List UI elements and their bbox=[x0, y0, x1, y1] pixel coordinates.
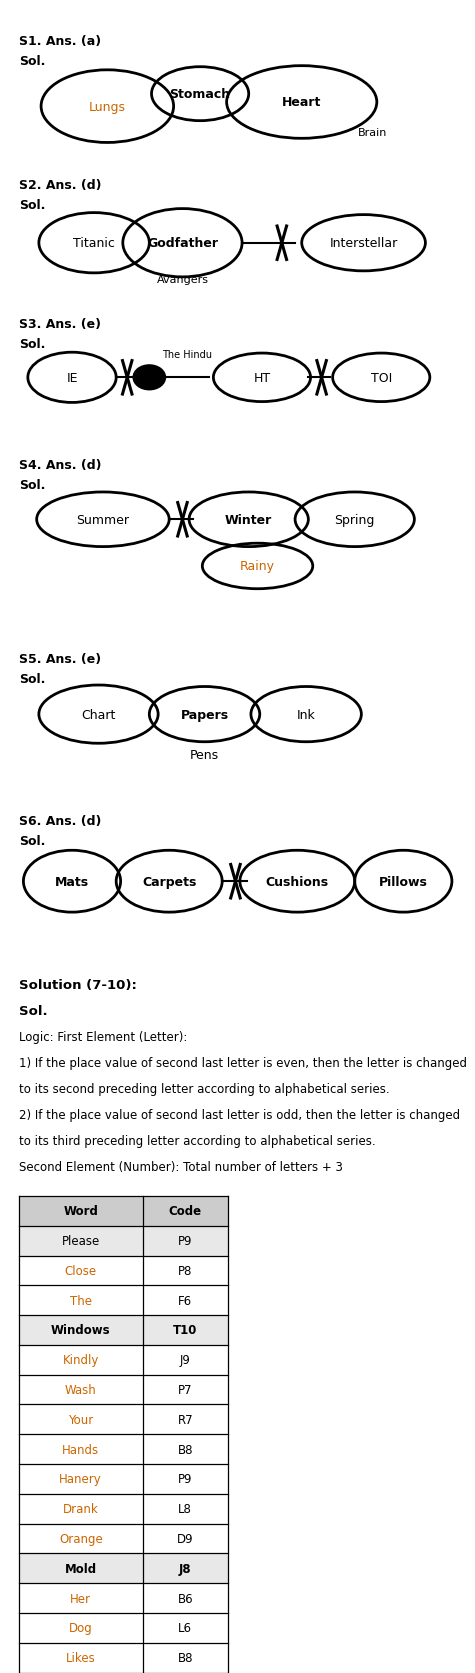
Text: J9: J9 bbox=[180, 1353, 190, 1367]
Bar bbox=[19, 1554, 228, 1583]
Text: B8: B8 bbox=[178, 1442, 193, 1456]
Text: The: The bbox=[70, 1293, 92, 1307]
Text: Mats: Mats bbox=[55, 875, 89, 888]
Text: TOI: TOI bbox=[370, 371, 392, 385]
Text: Code: Code bbox=[169, 1205, 202, 1218]
Text: to its third preceding letter according to alphabetical series.: to its third preceding letter according … bbox=[19, 1134, 376, 1148]
Text: Sol.: Sol. bbox=[19, 55, 46, 69]
Text: T10: T10 bbox=[173, 1323, 198, 1337]
Text: Summer: Summer bbox=[76, 514, 129, 527]
Text: S4. Ans. (d): S4. Ans. (d) bbox=[19, 458, 102, 472]
Text: Heart: Heart bbox=[282, 97, 322, 109]
Text: Word: Word bbox=[63, 1205, 98, 1218]
Text: Your: Your bbox=[68, 1414, 94, 1425]
Text: S2. Ans. (d): S2. Ans. (d) bbox=[19, 179, 102, 192]
Text: S1. Ans. (a): S1. Ans. (a) bbox=[19, 35, 101, 49]
Text: J8: J8 bbox=[179, 1563, 191, 1574]
Text: Mold: Mold bbox=[65, 1563, 97, 1574]
Text: Wash: Wash bbox=[65, 1384, 96, 1397]
Text: Sol.: Sol. bbox=[19, 478, 46, 492]
Text: R7: R7 bbox=[178, 1414, 193, 1425]
Text: Close: Close bbox=[65, 1265, 97, 1276]
Bar bbox=[19, 1226, 228, 1256]
Text: Sol.: Sol. bbox=[19, 199, 46, 212]
Bar bbox=[19, 1315, 228, 1345]
Text: D9: D9 bbox=[177, 1532, 194, 1546]
Text: B8: B8 bbox=[178, 1651, 193, 1665]
Text: IE: IE bbox=[66, 371, 78, 385]
Text: Winter: Winter bbox=[225, 514, 272, 527]
Text: 1) If the place value of second last letter is even, then the letter is changed: 1) If the place value of second last let… bbox=[19, 1057, 467, 1069]
Text: Sol.: Sol. bbox=[19, 673, 46, 686]
Text: L8: L8 bbox=[178, 1502, 192, 1516]
Text: Second Element (Number): Total number of letters + 3: Second Element (Number): Total number of… bbox=[19, 1161, 343, 1173]
Text: Stomach: Stomach bbox=[170, 89, 231, 100]
Text: HT: HT bbox=[253, 371, 271, 385]
Text: 2) If the place value of second last letter is odd, then the letter is changed: 2) If the place value of second last let… bbox=[19, 1109, 460, 1121]
Text: Solution (7-10):: Solution (7-10): bbox=[19, 979, 137, 992]
Text: Sol.: Sol. bbox=[19, 835, 46, 848]
Text: L6: L6 bbox=[178, 1621, 192, 1635]
Text: Chart: Chart bbox=[81, 708, 116, 721]
Text: Spring: Spring bbox=[334, 514, 375, 527]
Text: P9: P9 bbox=[178, 1472, 192, 1486]
Text: Logic: First Element (Letter):: Logic: First Element (Letter): bbox=[19, 1031, 187, 1044]
Text: Orange: Orange bbox=[59, 1532, 103, 1546]
Text: to its second preceding letter according to alphabetical series.: to its second preceding letter according… bbox=[19, 1082, 389, 1096]
Text: Brain: Brain bbox=[358, 129, 387, 137]
Text: P7: P7 bbox=[178, 1384, 192, 1397]
Text: S3. Ans. (e): S3. Ans. (e) bbox=[19, 318, 101, 331]
Text: Interstellar: Interstellar bbox=[330, 238, 398, 249]
Text: Carpets: Carpets bbox=[142, 875, 196, 888]
Text: P9: P9 bbox=[178, 1235, 192, 1248]
Text: B6: B6 bbox=[178, 1591, 193, 1604]
Text: Likes: Likes bbox=[66, 1651, 95, 1665]
Text: Lungs: Lungs bbox=[89, 100, 126, 114]
Text: P8: P8 bbox=[178, 1265, 192, 1276]
Text: Titanic: Titanic bbox=[73, 238, 115, 249]
Text: Windows: Windows bbox=[51, 1323, 111, 1337]
Text: Hands: Hands bbox=[62, 1442, 99, 1456]
Text: Avangers: Avangers bbox=[156, 274, 209, 284]
Text: Ink: Ink bbox=[297, 708, 315, 721]
Text: Hanery: Hanery bbox=[59, 1472, 102, 1486]
Text: Drank: Drank bbox=[63, 1502, 99, 1516]
Text: S6. Ans. (d): S6. Ans. (d) bbox=[19, 815, 101, 828]
Text: Her: Her bbox=[70, 1591, 91, 1604]
Text: Sol.: Sol. bbox=[19, 338, 46, 351]
Text: Sol.: Sol. bbox=[19, 1004, 48, 1017]
Text: Godfather: Godfather bbox=[147, 238, 218, 249]
Text: Rainy: Rainy bbox=[240, 560, 275, 574]
Text: S5. Ans. (e): S5. Ans. (e) bbox=[19, 652, 101, 666]
Text: Pens: Pens bbox=[190, 748, 219, 761]
Text: Dog: Dog bbox=[69, 1621, 93, 1635]
Text: Papers: Papers bbox=[180, 708, 228, 721]
Text: Pillows: Pillows bbox=[379, 875, 428, 888]
Text: The Hindu: The Hindu bbox=[162, 350, 212, 360]
Text: F6: F6 bbox=[178, 1293, 192, 1307]
Ellipse shape bbox=[134, 366, 165, 390]
Text: Please: Please bbox=[62, 1235, 100, 1248]
Text: Kindly: Kindly bbox=[63, 1353, 99, 1367]
Bar bbox=[19, 1196, 228, 1226]
Text: Cushions: Cushions bbox=[266, 875, 329, 888]
